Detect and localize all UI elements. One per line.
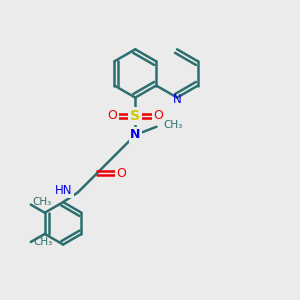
Text: O: O	[108, 109, 118, 122]
Text: O: O	[153, 109, 163, 122]
Text: O: O	[116, 167, 126, 180]
Text: HN: HN	[55, 184, 73, 197]
Text: CH₃: CH₃	[32, 197, 52, 207]
Text: N: N	[173, 93, 182, 106]
Text: S: S	[130, 109, 140, 123]
Text: CH₃: CH₃	[163, 120, 182, 130]
Text: N: N	[130, 128, 140, 142]
Text: CH₃: CH₃	[34, 237, 53, 247]
